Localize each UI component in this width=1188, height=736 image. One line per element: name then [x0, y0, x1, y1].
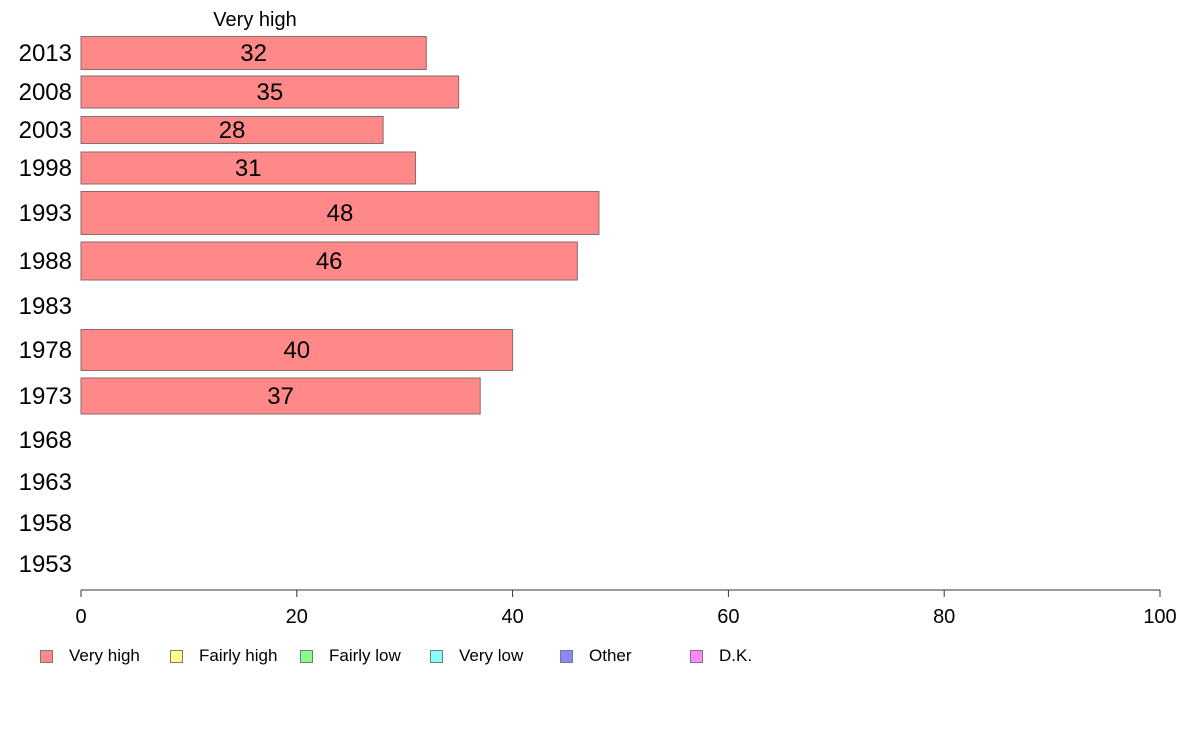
legend-label: Fairly high	[199, 646, 278, 665]
bar-value-label: 46	[316, 248, 343, 275]
legend-swatch	[40, 649, 53, 663]
bar	[80, 151, 416, 185]
legend-item-dk: D.K.	[690, 646, 752, 666]
bar-value-label: 37	[267, 383, 294, 410]
bars-group: 32 35 28 31 48 46 40 37	[80, 36, 600, 415]
legend-label: Fairly low	[329, 646, 401, 665]
legend-label: Other	[589, 646, 632, 665]
legend-swatch	[300, 649, 313, 663]
y-tick-label: 1993	[19, 200, 72, 227]
x-tick-label: 20	[286, 606, 308, 628]
y-tick-label: 1953	[19, 551, 72, 578]
column-header: Very high	[213, 9, 296, 31]
legend-item-fairly-low: Fairly low	[300, 646, 401, 666]
chart: Very high 32 35 28 31 48 46 40 37 2013 2008 2003 1…	[19, 9, 1177, 628]
legend-label: Very high	[69, 646, 140, 665]
legend: Very high Fairly high Fairly low Very lo…	[0, 640, 1188, 670]
legend-item-very-high: Very high	[40, 646, 140, 666]
bar	[80, 191, 600, 235]
x-tick-label: 80	[933, 606, 955, 628]
bar-value-label: 48	[327, 200, 354, 227]
legend-item-other: Other	[560, 646, 632, 666]
legend-swatch	[430, 649, 443, 663]
bar-value-label: 28	[219, 117, 246, 144]
x-tick-label: 40	[501, 606, 523, 628]
legend-item-very-low: Very low	[430, 646, 523, 666]
y-tick-label: 2013	[19, 40, 72, 67]
legend-swatch	[560, 649, 573, 663]
y-tick-label: 1998	[19, 155, 72, 182]
bar	[80, 241, 578, 281]
x-tick-label: 0	[75, 606, 86, 628]
y-tick-label: 1978	[19, 337, 72, 364]
legend-label: Very low	[459, 646, 524, 665]
legend-label: D.K.	[719, 646, 753, 665]
legend-swatch	[690, 649, 703, 663]
bar	[80, 36, 427, 70]
y-tick-label: 2003	[19, 117, 72, 144]
bar-value-label: 32	[240, 40, 267, 67]
bar	[80, 116, 384, 144]
y-tick-label: 1963	[19, 469, 72, 496]
y-axis-labels: 2013 2008 2003 1998 1993 1988 1983 1978 1973 1968…	[19, 40, 72, 578]
bar-value-label: 40	[283, 337, 310, 364]
legend-item-fairly-high: Fairly high	[170, 646, 277, 666]
y-tick-label: 1973	[19, 383, 72, 410]
legend-swatch	[170, 649, 183, 663]
bar-value-label: 35	[256, 79, 283, 106]
y-tick-label: 1958	[19, 510, 72, 537]
y-tick-label: 1988	[19, 248, 72, 275]
x-axis: 0 20 40 60 80 100	[75, 589, 1177, 628]
bar	[80, 75, 460, 109]
bar-value-label: 31	[235, 155, 262, 182]
y-tick-label: 1968	[19, 427, 72, 454]
bar	[80, 329, 514, 371]
bar	[80, 377, 481, 415]
x-tick-label: 100	[1143, 606, 1176, 628]
y-tick-label: 1983	[19, 293, 72, 320]
y-tick-label: 2008	[19, 79, 72, 106]
x-tick-label: 60	[717, 606, 739, 628]
